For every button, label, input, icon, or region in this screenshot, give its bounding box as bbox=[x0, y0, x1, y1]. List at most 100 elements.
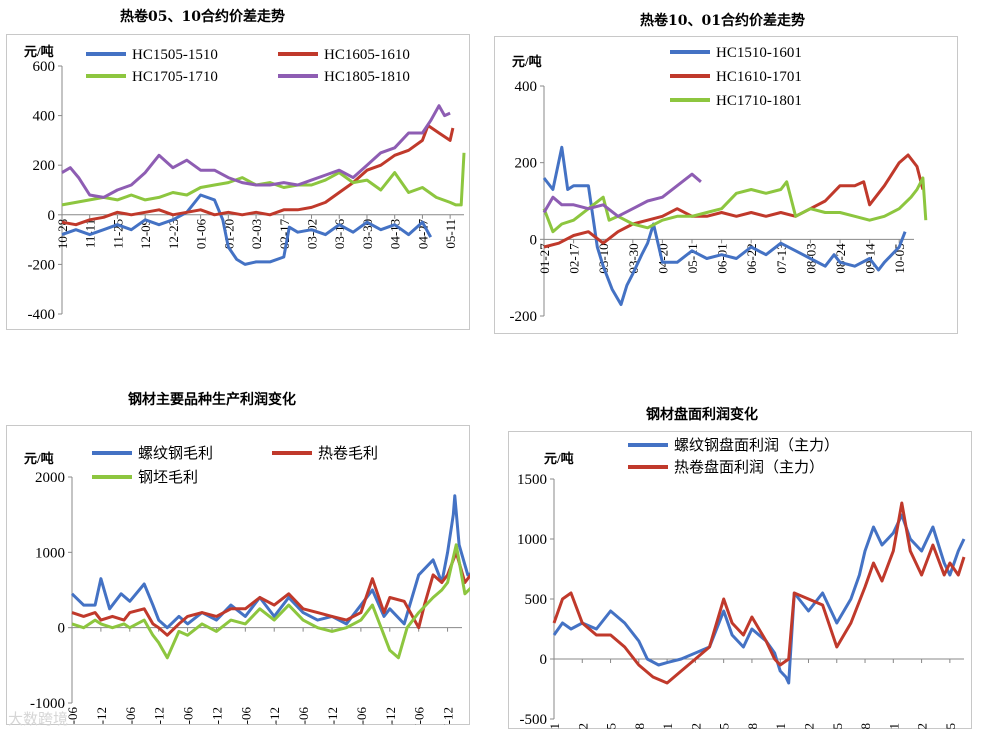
y-tick-label: 0 bbox=[530, 232, 538, 248]
series-line-3 bbox=[542, 172, 702, 218]
series-line-1 bbox=[71, 550, 470, 637]
legend-label: 螺纹钢盘面利润（主力） bbox=[674, 436, 839, 454]
y-tick-label: 2000 bbox=[35, 470, 65, 486]
chart3-svg: -1000 0 1000 2000 2011-06 2011-12 2012-06 2012-… bbox=[24, 445, 470, 725]
x-tick-label: 03-16 bbox=[332, 218, 347, 249]
x-tick-label: 03-02 bbox=[305, 219, 320, 249]
x-tick-label: 05-11 bbox=[443, 219, 458, 249]
x-tick-label: 2014-06 bbox=[238, 707, 253, 725]
x-tick-label: 02-17 bbox=[567, 243, 582, 274]
legend-label: 钢坯毛利 bbox=[138, 469, 198, 486]
legend-label: HC1705-1710 bbox=[132, 69, 218, 85]
series-line-2 bbox=[61, 152, 466, 207]
x-tick-label: 2016-05 bbox=[717, 723, 732, 729]
x-tick-label: 2017-12 bbox=[441, 707, 456, 725]
y-tick-label: -200 bbox=[28, 257, 56, 273]
chart4-title: 钢材盘面利润变化 bbox=[646, 407, 758, 423]
x-tick-label: 2014-11 bbox=[547, 723, 562, 729]
y-tick-label: 600 bbox=[33, 59, 56, 75]
legend-label: HC1505-1510 bbox=[132, 47, 218, 63]
x-tick-label: 2017-06 bbox=[412, 707, 427, 725]
watermark-text: 大数跨境 bbox=[8, 710, 69, 728]
y-tick-label: 0 bbox=[58, 621, 66, 637]
x-tick-label: 02-03 bbox=[249, 219, 264, 249]
x-tick-label: 2015-11 bbox=[660, 723, 675, 729]
legend-label: 螺纹钢毛利 bbox=[138, 445, 213, 462]
y-tick-label: -1000 bbox=[30, 696, 65, 712]
series-line-0 bbox=[61, 193, 433, 266]
legend-label: HC1605-1610 bbox=[324, 47, 410, 63]
x-tick-label: 2012-12 bbox=[152, 707, 167, 725]
x-tick-label: 12-09 bbox=[138, 219, 153, 249]
x-tick-label: 2017-08 bbox=[858, 723, 873, 729]
legend-label: 热卷毛利 bbox=[318, 445, 378, 462]
y-tick-label: -400 bbox=[28, 307, 56, 323]
x-tick-label: 2015-02 bbox=[575, 723, 590, 729]
x-tick-label: 01-06 bbox=[194, 218, 209, 249]
x-tick-label: 07-13 bbox=[774, 243, 789, 273]
x-tick-label: 2013-12 bbox=[209, 707, 224, 725]
y-tick-label: 200 bbox=[515, 156, 538, 172]
legend-label: 热卷盘面利润（主力） bbox=[674, 458, 824, 476]
series-line-3 bbox=[61, 104, 451, 199]
x-tick-label: 05-11 bbox=[685, 243, 700, 273]
x-tick-label: 2016-08 bbox=[745, 723, 760, 729]
x-tick-label: 2018-05 bbox=[943, 723, 958, 729]
y-tick-label: 1500 bbox=[517, 472, 547, 488]
y-tick-label: 200 bbox=[33, 158, 56, 174]
series-line-0 bbox=[70, 494, 470, 630]
x-tick-label: 2017-05 bbox=[830, 723, 845, 729]
y-tick-label: 0 bbox=[48, 208, 56, 224]
y-tick-label: 0 bbox=[540, 652, 548, 668]
legend-label: HC1510-1601 bbox=[716, 45, 802, 61]
y-tick-label: 400 bbox=[515, 79, 538, 95]
x-tick-label: 2015-06 bbox=[296, 707, 311, 725]
x-tick-label: 2016-11 bbox=[773, 723, 788, 729]
legend-label: HC1610-1701 bbox=[716, 69, 802, 85]
x-tick-label: 2011-12 bbox=[94, 707, 109, 725]
x-tick-label: 2018-02 bbox=[915, 723, 930, 729]
y-unit-label: 元/吨 bbox=[544, 451, 574, 466]
x-tick-label: 2015-12 bbox=[325, 707, 340, 725]
series-line-2 bbox=[542, 176, 928, 234]
y-tick-label: 1000 bbox=[35, 545, 65, 561]
chart3-title: 钢材主要品种生产利润变化 bbox=[128, 392, 296, 408]
x-tick-label: 2014-12 bbox=[267, 707, 282, 725]
x-tick-label: 2013-06 bbox=[181, 707, 196, 725]
chart4-frame bbox=[508, 431, 972, 729]
x-tick-label: 12-23 bbox=[166, 219, 181, 249]
x-tick-label: 2016-12 bbox=[383, 707, 398, 725]
series-line-0 bbox=[542, 145, 907, 306]
series-line-2 bbox=[71, 543, 470, 660]
chart1-title: 热卷05、10合约价差走势 bbox=[120, 9, 285, 25]
x-tick-label: 2017-11 bbox=[886, 723, 901, 729]
series-line-1 bbox=[61, 124, 455, 227]
y-unit-label: 元/吨 bbox=[24, 44, 54, 59]
x-tick-label: 2015-08 bbox=[632, 723, 647, 729]
x-tick-label: 01-27 bbox=[537, 243, 552, 274]
y-tick-label: -200 bbox=[510, 309, 538, 325]
x-tick-label: 06-01 bbox=[715, 243, 730, 273]
chart3-frame bbox=[6, 425, 470, 725]
chart2-frame bbox=[494, 36, 958, 334]
y-tick-label: 500 bbox=[525, 592, 548, 608]
legend-label: HC1805-1810 bbox=[324, 69, 410, 85]
series-line-0 bbox=[552, 513, 966, 685]
x-tick-label: 2017-02 bbox=[801, 723, 816, 729]
x-tick-label: 2011-06 bbox=[65, 707, 80, 725]
x-tick-label: 2016-02 bbox=[688, 723, 703, 729]
y-unit-label: 元/吨 bbox=[24, 451, 54, 466]
x-tick-label: 2015-05 bbox=[604, 723, 619, 729]
y-tick-label: 400 bbox=[33, 109, 56, 125]
x-tick-label: 2012-06 bbox=[123, 707, 138, 725]
y-tick-label: 1000 bbox=[517, 532, 547, 548]
series-line-1 bbox=[543, 153, 925, 249]
legend-label: HC1710-1801 bbox=[716, 93, 802, 109]
y-tick-label: -500 bbox=[520, 712, 548, 728]
x-tick-label: 08-24 bbox=[833, 243, 848, 274]
x-tick-label: 2016-06 bbox=[354, 707, 369, 725]
series-line-1 bbox=[552, 501, 966, 685]
x-tick-label: 11-25 bbox=[110, 219, 125, 249]
